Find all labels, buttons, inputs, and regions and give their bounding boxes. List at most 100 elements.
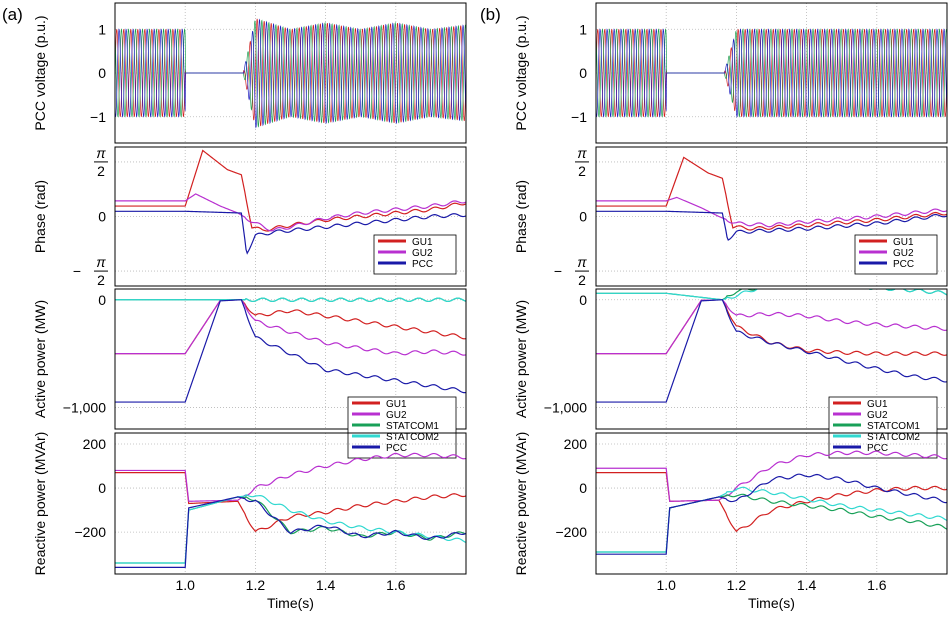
legend-label: GU2 bbox=[893, 248, 914, 259]
series-pcc-line bbox=[115, 210, 466, 255]
plot-frame bbox=[595, 288, 948, 430]
plot-frame bbox=[595, 432, 948, 575]
legend-label: GU1 bbox=[893, 237, 914, 248]
panel-label: (b) bbox=[480, 5, 501, 24]
plot-area bbox=[115, 149, 466, 255]
series-statcom2-line bbox=[596, 289, 947, 301]
series-gu2-line bbox=[596, 196, 947, 228]
phase-a-trace bbox=[115, 18, 466, 127]
y-tick-label: −1,000 bbox=[544, 399, 587, 415]
y-axis-label: Active power (MW) bbox=[513, 300, 529, 418]
y-axis-label: Phase (rad) bbox=[32, 180, 48, 253]
subplot-voltage: 1 0 −1 PCC voltage (p.u.) bbox=[32, 2, 467, 144]
legend-label: GU2 bbox=[386, 410, 407, 421]
phase-b-trace bbox=[596, 28, 947, 118]
legend-label: STATCOM2 bbox=[386, 432, 439, 443]
x-axis-label: Time(s) bbox=[748, 595, 795, 611]
y-axis-label: Reactive power (MVAr) bbox=[513, 432, 529, 576]
series-pcc-line bbox=[115, 299, 466, 403]
series-gu2-line bbox=[115, 193, 466, 232]
y-tick-label: 200 bbox=[564, 436, 588, 452]
subplot-voltage: 1 0 −1 PCC voltage (p.u.) bbox=[513, 2, 948, 144]
legend-label: PCC bbox=[412, 259, 433, 270]
legend-label: PCC bbox=[386, 443, 407, 454]
plot-area bbox=[596, 450, 947, 555]
phase-c-trace bbox=[596, 28, 947, 118]
y-tick-label: 0 bbox=[579, 209, 587, 225]
y-tick-label: 0 bbox=[579, 292, 587, 308]
y-tick-label: 1 bbox=[579, 21, 587, 37]
x-axis-label: Time(s) bbox=[267, 595, 314, 611]
y-tick-label: π2 bbox=[94, 145, 108, 179]
legend-label: STATCOM1 bbox=[386, 421, 439, 432]
legend-label: GU1 bbox=[412, 237, 433, 248]
svg-text:2: 2 bbox=[97, 163, 105, 179]
plot-area bbox=[115, 18, 466, 129]
plot-frame bbox=[114, 432, 467, 575]
svg-text:π: π bbox=[577, 254, 587, 270]
svg-text:2: 2 bbox=[97, 272, 105, 288]
series-gu1-line bbox=[115, 149, 466, 232]
legend-label: GU2 bbox=[867, 410, 888, 421]
y-axis-label: Phase (rad) bbox=[513, 180, 529, 253]
svg-text:2: 2 bbox=[578, 272, 586, 288]
legend-label: STATCOM2 bbox=[867, 432, 920, 443]
legend-label: GU1 bbox=[386, 399, 407, 410]
y-tick-label: −π 2 bbox=[554, 254, 589, 288]
x-tick-label: 1.6 bbox=[386, 577, 406, 593]
plot-frame bbox=[114, 146, 467, 287]
legend-label: PCC bbox=[867, 443, 888, 454]
y-tick-label: −200 bbox=[74, 524, 106, 540]
phase-c-trace bbox=[115, 18, 466, 129]
plot-area bbox=[596, 28, 947, 118]
plot-frame bbox=[114, 288, 467, 430]
legend-label: GU2 bbox=[412, 248, 433, 259]
series-gu2-line bbox=[115, 299, 466, 356]
series-pcc-line bbox=[596, 210, 947, 241]
series-gu1-line bbox=[115, 299, 466, 355]
plot-frame bbox=[595, 2, 948, 144]
series-gu1-line bbox=[596, 472, 947, 533]
x-tick-label: 1.4 bbox=[316, 577, 336, 593]
svg-text:−: − bbox=[73, 263, 81, 279]
series-gu2-line bbox=[596, 299, 947, 355]
x-tick-label: 1.0 bbox=[656, 577, 676, 593]
y-tick-label: π2 bbox=[575, 145, 589, 179]
series-statcom1-line bbox=[596, 289, 947, 301]
subplot-reactive: 200 0 −200 Reactive power (MVAr) bbox=[513, 432, 948, 576]
y-tick-label: 1 bbox=[98, 21, 106, 37]
series-statcom1-line bbox=[115, 496, 466, 564]
plot-frame bbox=[595, 146, 948, 287]
series-statcom2-line bbox=[115, 494, 466, 564]
plot-area bbox=[115, 452, 466, 568]
y-axis-label: PCC voltage (p.u.) bbox=[513, 15, 529, 130]
series-pcc-line bbox=[596, 299, 947, 403]
plot-area bbox=[596, 156, 947, 241]
y-tick-label: −200 bbox=[555, 524, 587, 540]
x-tick-label: 1.4 bbox=[797, 577, 817, 593]
y-axis-label: Reactive power (MVAr) bbox=[32, 432, 48, 576]
y-tick-label: −1 bbox=[571, 109, 587, 125]
y-tick-label: 200 bbox=[83, 436, 107, 452]
x-tick-label: 1.2 bbox=[727, 577, 747, 593]
phase-b-trace bbox=[115, 19, 466, 128]
series-statcom1-line bbox=[596, 493, 947, 553]
series-gu1-line bbox=[596, 299, 947, 356]
series-statcom2-line bbox=[115, 297, 466, 303]
svg-text:π: π bbox=[96, 254, 106, 270]
y-tick-label: 0 bbox=[98, 65, 106, 81]
y-tick-label: 0 bbox=[579, 480, 587, 496]
legend-label: GU1 bbox=[867, 399, 888, 410]
y-tick-label: 0 bbox=[98, 292, 106, 308]
y-tick-label: 0 bbox=[579, 65, 587, 81]
series-statcom2-line bbox=[596, 486, 947, 553]
plot-area bbox=[596, 289, 947, 403]
